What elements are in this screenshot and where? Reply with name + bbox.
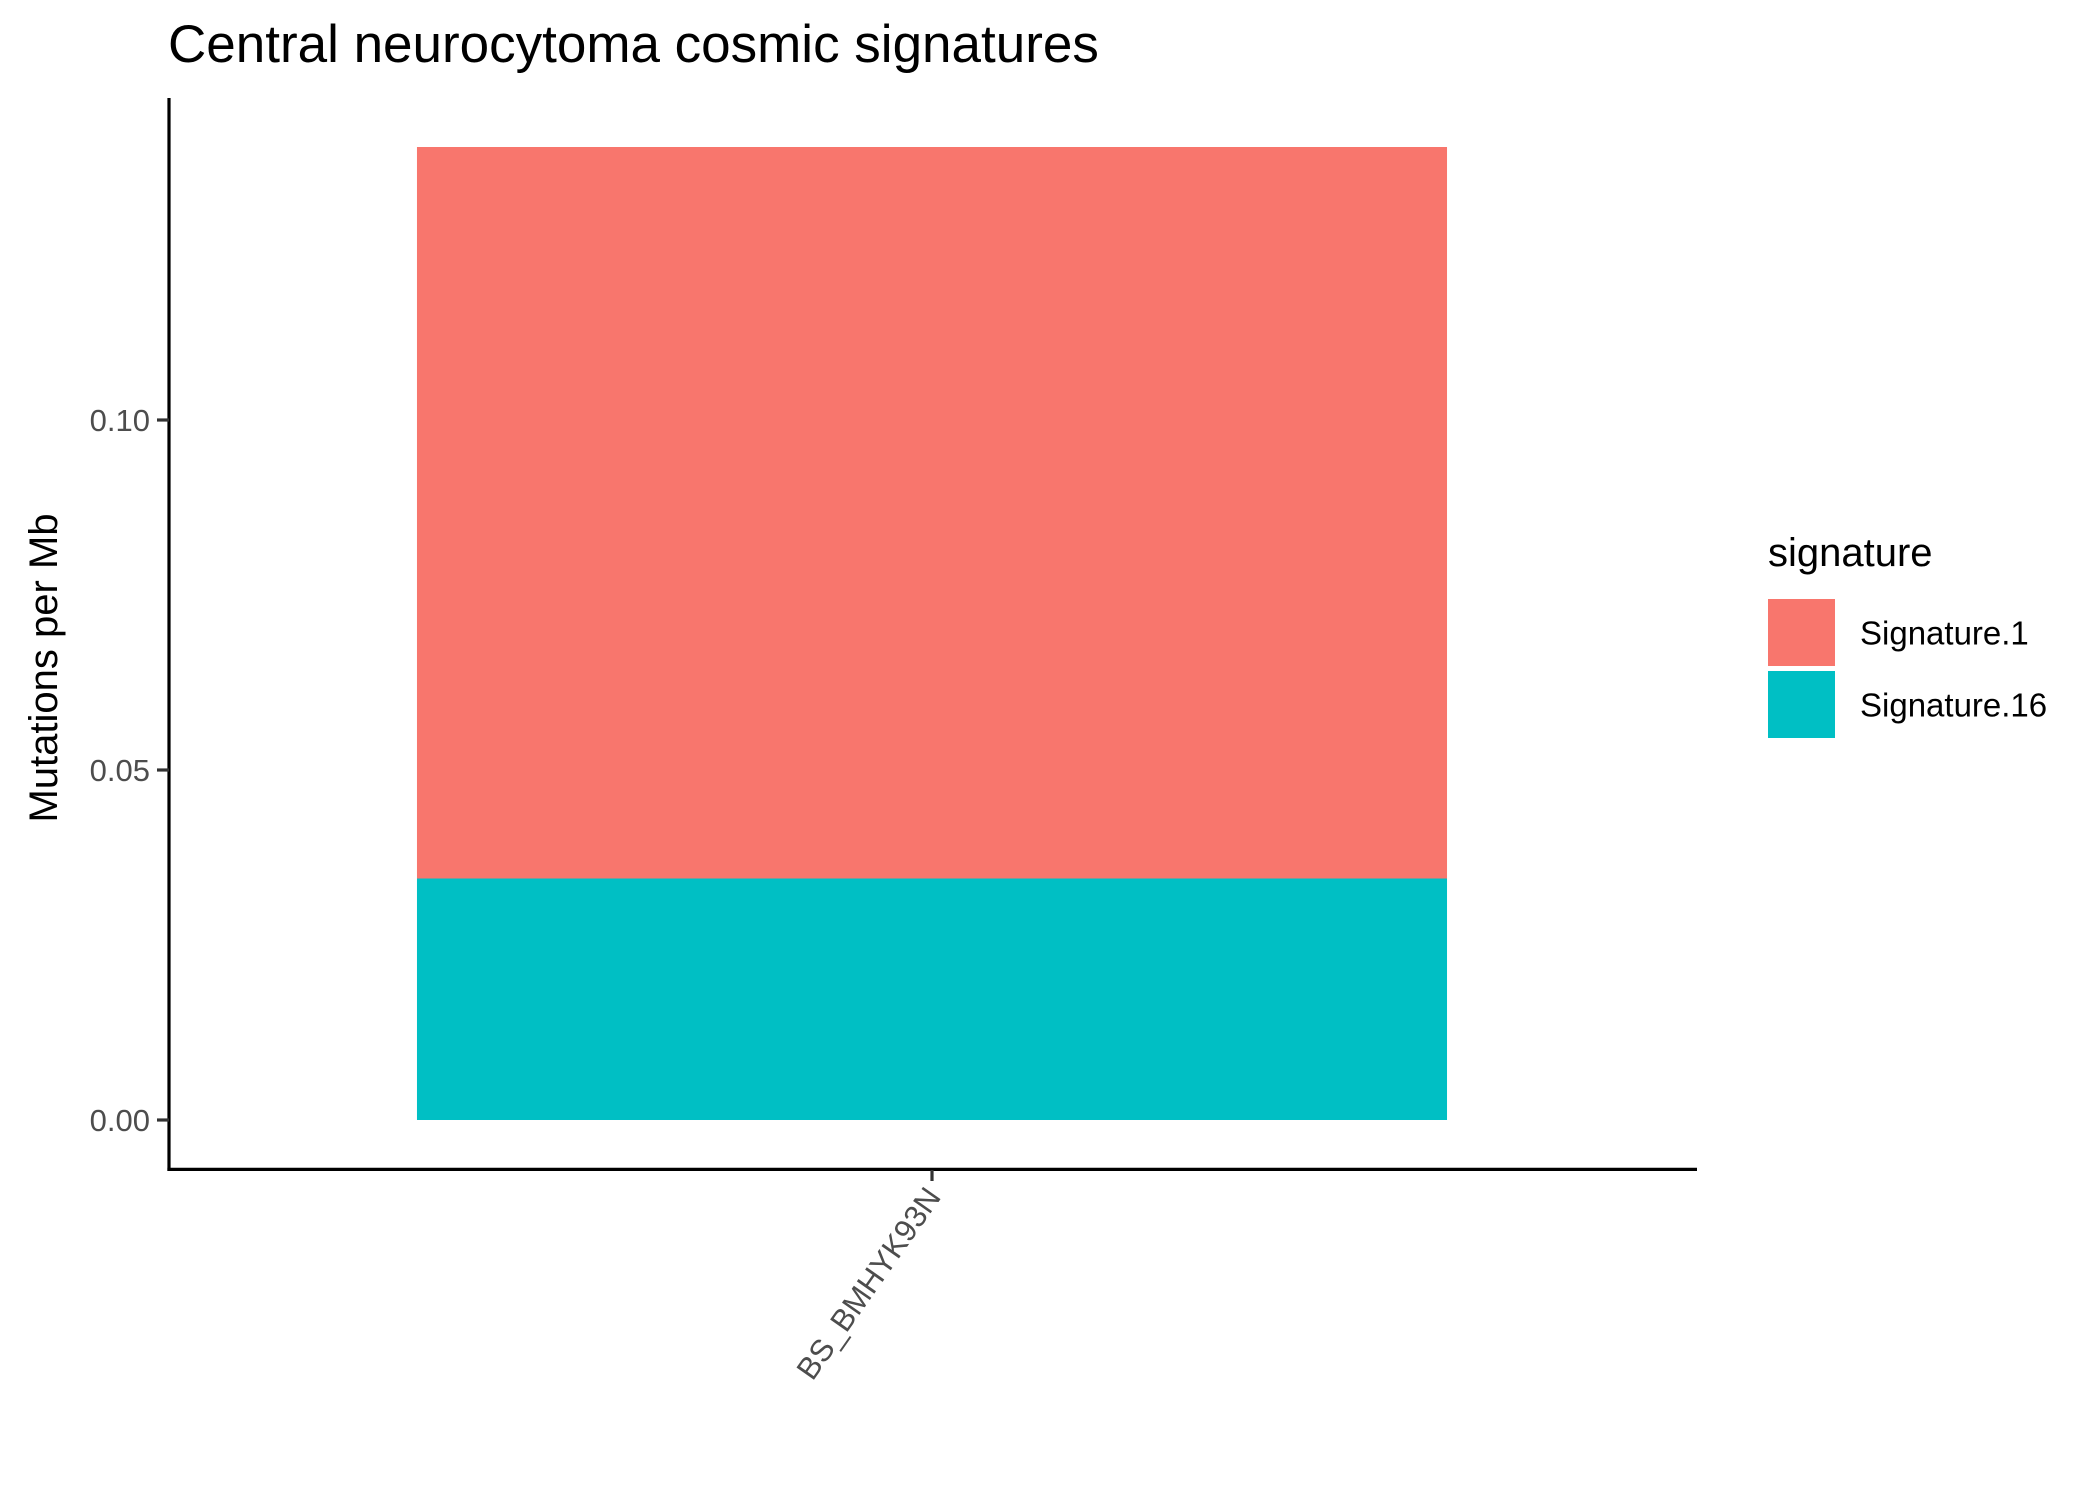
bar-segment-signature-1	[416, 147, 1448, 879]
axes-layer	[167, 98, 1697, 1172]
legend-entries: Signature.1 Signature.16	[1768, 599, 2047, 738]
legend-label: Signature.16	[1860, 687, 2047, 724]
legend-label: Signature.1	[1860, 615, 2029, 652]
legend-title: signature	[1768, 531, 1933, 575]
y-ticks-layer: 0.00 0.05 0.10	[90, 403, 169, 1138]
bars-layer	[416, 147, 1448, 1120]
legend-key	[1768, 599, 1835, 666]
x-tick-label: BS_BMHYK93N	[790, 1181, 948, 1386]
y-tick-label: 0.05	[90, 753, 150, 788]
y-tick-label: 0.10	[90, 403, 150, 438]
y-tick-label: 0.00	[90, 1103, 150, 1138]
x-ticks-layer: BS_BMHYK93N	[790, 1170, 948, 1386]
y-axis-title: Mutations per Mb	[22, 513, 66, 822]
bar-segment-signature-16	[416, 878, 1448, 1120]
legend: signature Signature.1 Signature.16	[1768, 531, 2047, 738]
chart-title: Central neurocytoma cosmic signatures	[168, 15, 1099, 74]
legend-key	[1768, 671, 1835, 738]
